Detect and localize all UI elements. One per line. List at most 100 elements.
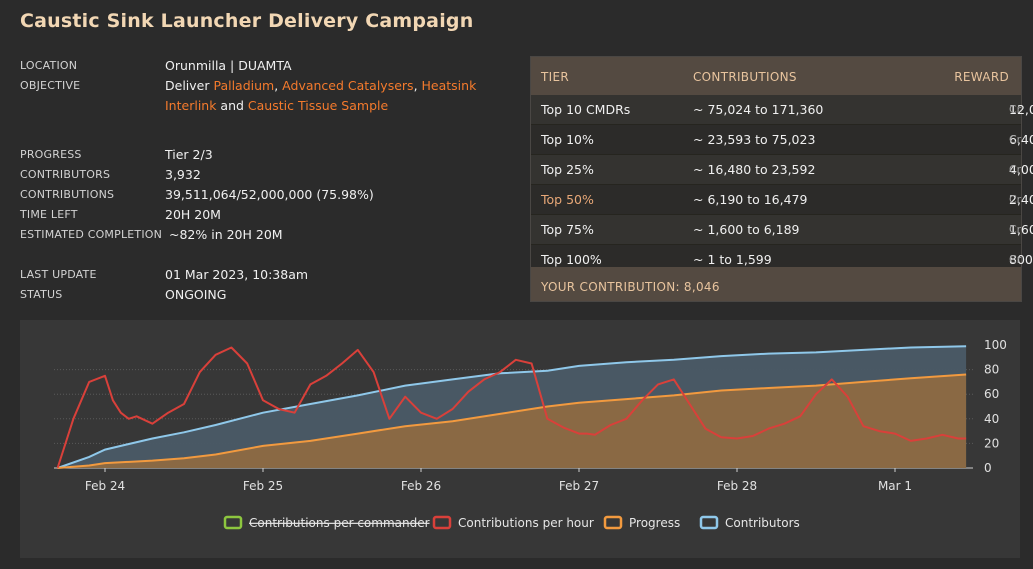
header-reward: REWARD: [954, 70, 1009, 84]
estimated-value: ~82% in 20H 20M: [169, 227, 283, 242]
location-label: LOCATION: [20, 59, 78, 72]
reward-tier: Top 75%: [541, 222, 594, 237]
objective-item-palladium[interactable]: Palladium: [213, 78, 275, 93]
reward-row: Top 75% ~ 1,600 to 6,189 1,600,000 Cr: [531, 215, 1033, 245]
legend-label: Contributors: [725, 516, 800, 530]
x-tick-label: Feb 24: [85, 479, 125, 493]
status-value: ONGOING: [165, 287, 227, 302]
reward-tier: Top 25%: [541, 162, 594, 177]
currency-label: Cr: [1009, 253, 1022, 266]
estimated-label: ESTIMATED COMPLETION: [20, 228, 163, 241]
location-row: LOCATION Orunmilla | DUAMTA: [20, 56, 500, 76]
y-tick-label: 80: [984, 363, 999, 377]
objective-item-tissue[interactable]: Caustic Tissue Sample: [247, 98, 389, 113]
objective-item-catalysers[interactable]: Advanced Catalysers: [282, 78, 414, 93]
legend-label: Contributions per hour: [458, 516, 594, 530]
progress-row: PROGRESS Tier 2/3: [20, 145, 500, 165]
currency-label: Cr: [1009, 133, 1022, 146]
contributors-row: CONTRIBUTORS 3,932: [20, 165, 500, 185]
legend-item[interactable]: Contributors: [699, 515, 800, 530]
objective-line-2: Interlink and Caustic Tissue Sample: [165, 96, 388, 116]
location-value[interactable]: Orunmilla | DUAMTA: [165, 58, 292, 73]
reward-row: Top 10 CMDRs ~ 75,024 to 171,360 12,000,00…: [531, 95, 1033, 125]
reward-range: ~ 23,593 to 75,023: [693, 132, 816, 147]
lastupdate-value: 01 Mar 2023, 10:38am: [165, 267, 309, 282]
progress-area: [57, 374, 967, 468]
currency-label: Cr: [1009, 103, 1022, 116]
legend-swatch: [603, 515, 623, 530]
reward-tier: Top 100%: [541, 252, 602, 267]
y-tick-label: 60: [984, 387, 999, 401]
status-label: STATUS: [20, 288, 63, 301]
reward-range: ~ 1,600 to 6,189: [693, 222, 800, 237]
currency-label: Cr: [1009, 223, 1022, 236]
reward-row: Top 25% ~ 16,480 to 23,592 4,000,000 Cr: [531, 155, 1033, 185]
status-row: STATUS ONGOING: [20, 285, 500, 305]
x-tick-label: Feb 28: [717, 479, 757, 493]
reward-value: 6,400,000: [1009, 132, 1033, 147]
reward-tier: Top 10%: [541, 132, 594, 147]
progress-value: Tier 2/3: [165, 147, 213, 162]
legend-item[interactable]: Contributions per hour: [432, 515, 594, 530]
reward-row: Top 10% ~ 23,593 to 75,023 6,400,000 Cr: [531, 125, 1033, 155]
legend-swatch: [699, 515, 719, 530]
contributors-value: 3,932: [165, 167, 201, 182]
reward-tier: Top 50%: [541, 192, 594, 207]
y-tick-label: 40: [984, 412, 999, 426]
x-tick-label: Mar 1: [878, 479, 912, 493]
reward-tier: Top 10 CMDRs: [541, 102, 631, 117]
reward-table-header: TIER CONTRIBUTIONS REWARD: [531, 57, 1021, 95]
legend-label: Progress: [629, 516, 680, 530]
lastupdate-row: LAST UPDATE 01 Mar 2023, 10:38am: [20, 265, 500, 285]
lastupdate-label: LAST UPDATE: [20, 268, 97, 281]
chart-svg: 100 80 60 40 20 0 Feb 24 Feb 25 Feb 26 Feb 27 Feb …: [54, 338, 1007, 530]
objective-prefix: Deliver: [165, 78, 214, 93]
contributions-row: CONTRIBUTIONS 39,511,064/52,000,000 (75.…: [20, 185, 500, 205]
x-tick-label: Feb 26: [401, 479, 441, 493]
contributors-line: [57, 345, 967, 469]
your-contribution: YOUR CONTRIBUTION: 8,046: [541, 280, 720, 294]
objective-line-1: Deliver Palladium, Advanced Catalysers, …: [165, 76, 476, 96]
objective-row: OBJECTIVE Deliver Palladium, Advanced Ca…: [20, 76, 500, 116]
reward-value: 1,600,000: [1009, 222, 1033, 237]
campaign-chart: 100 80 60 40 20 0 Feb 24 Feb 25 Feb 26 Feb 27 Feb …: [20, 320, 1020, 558]
legend-item[interactable]: Contributions per commander: [223, 515, 430, 530]
currency-label: Cr: [1009, 163, 1022, 176]
contributions-label: CONTRIBUTIONS: [20, 188, 115, 201]
objective-sep: ,: [274, 78, 283, 93]
reward-table: TIER CONTRIBUTIONS REWARD Top 10 CMDRs ~ …: [530, 56, 1033, 302]
reward-value: 4,000,000: [1009, 162, 1033, 177]
reward-value: 800,000: [1009, 252, 1033, 267]
page-title: Caustic Sink Launcher Delivery Campaign: [20, 10, 474, 32]
legend-swatch: [223, 515, 243, 530]
contributions-per-hour-line: [56, 346, 967, 469]
legend-label: Contributions per commander: [249, 516, 430, 530]
reward-value: 2,400,000: [1009, 192, 1033, 207]
progress-label: PROGRESS: [20, 148, 82, 161]
estimated-row: ESTIMATED COMPLETION ~82% in 20H 20M: [20, 225, 500, 245]
reward-table-body: Top 10 CMDRs ~ 75,024 to 171,360 12,000,00…: [531, 95, 1033, 275]
reward-range: ~ 6,190 to 16,479: [693, 192, 808, 207]
legend-swatch: [432, 515, 452, 530]
x-tick-label: Feb 27: [559, 479, 599, 493]
header-tier: TIER: [541, 70, 569, 84]
reward-row: Top 50% ~ 6,190 to 16,479 2,400,000 Cr: [531, 185, 1033, 215]
contributions-value: 39,511,064/52,000,000 (75.98%): [165, 187, 374, 202]
legend-item[interactable]: Progress: [603, 515, 680, 530]
x-tick-label: Feb 25: [243, 479, 283, 493]
timeleft-row: TIME LEFT 20H 20M: [20, 205, 500, 225]
objective-item-interlink[interactable]: Interlink: [165, 98, 217, 113]
progress-line: [57, 373, 967, 469]
reward-value: 12,000,000: [1009, 102, 1033, 117]
objective-item-heatsink[interactable]: Heatsink: [421, 78, 477, 93]
currency-label: Cr: [1009, 193, 1022, 206]
objective-sep: ,: [413, 78, 422, 93]
reward-range: ~ 16,480 to 23,592: [693, 162, 816, 177]
reward-range: ~ 75,024 to 171,360: [693, 102, 824, 117]
header-contributions: CONTRIBUTIONS: [693, 70, 797, 84]
reward-range: ~ 1 to 1,599: [693, 252, 772, 267]
objective-and: and: [216, 98, 248, 113]
timeleft-value: 20H 20M: [165, 207, 221, 222]
your-contribution-bar: YOUR CONTRIBUTION: 8,046: [531, 267, 1021, 301]
y-tick-label: 0: [984, 461, 992, 475]
